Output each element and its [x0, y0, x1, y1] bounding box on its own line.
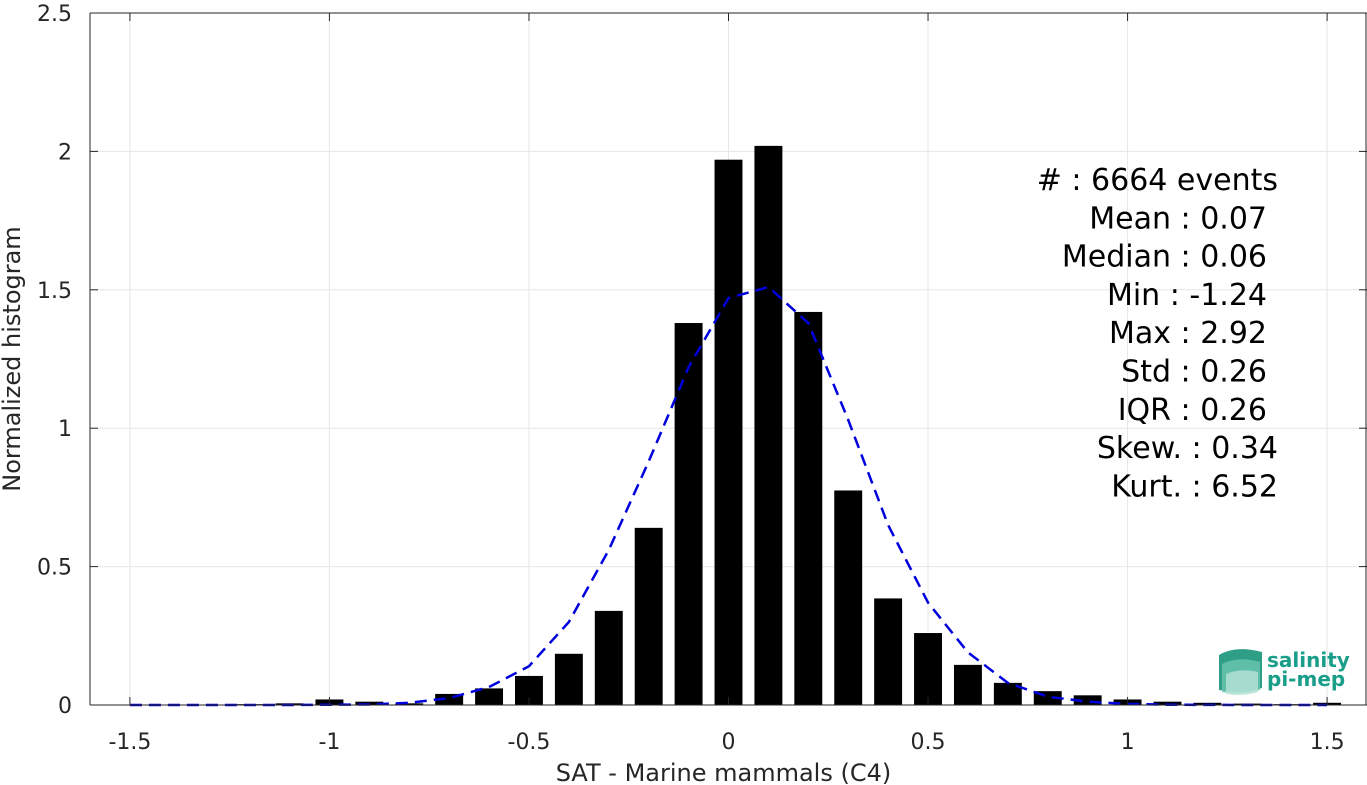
logo-text-pi-mep: pi-mep: [1267, 667, 1345, 691]
fit-curve-group: [129, 285, 1328, 707]
y-axis-ticks: 0 0.5 1 1.5 2 2.5: [37, 2, 1367, 719]
y-tick-label: 2: [58, 140, 72, 165]
x-tick-label: -1: [318, 730, 340, 755]
histogram-bar: [674, 323, 703, 705]
stat-line: Std : 0.26: [1121, 355, 1267, 390]
y-tick-label: 2.5: [37, 2, 72, 27]
y-tick-label: 0.5: [37, 556, 72, 581]
histogram-bar: [1073, 695, 1102, 705]
histogram-bar: [475, 688, 504, 705]
x-tick-label: -0.5: [508, 730, 551, 755]
histogram-bar: [754, 145, 783, 705]
stat-line: IQR : 0.26: [1118, 393, 1267, 428]
x-tick-label: -1.5: [108, 730, 151, 755]
stat-line: Mean : 0.07: [1089, 201, 1267, 236]
stat-line: Max : 2.92: [1109, 316, 1267, 351]
stat-line: Skew. : 0.34: [1097, 431, 1278, 466]
logo-wave-icon: [1219, 649, 1262, 696]
x-tick-label: 0.5: [911, 730, 946, 755]
y-tick-label: 1: [58, 417, 72, 442]
histogram-bar: [714, 159, 743, 706]
histogram-bar: [395, 703, 424, 705]
histogram-bar: [953, 664, 982, 705]
histogram-bar: [914, 633, 942, 705]
histogram-bar: [993, 682, 1022, 705]
x-tick-label: 1: [1121, 730, 1135, 755]
stat-line: # : 6664 events: [1037, 163, 1278, 198]
histogram-bar: [435, 693, 464, 705]
x-tick-label: 1.5: [1310, 730, 1345, 755]
histogram-bar: [1153, 701, 1182, 705]
histogram-bar: [634, 527, 663, 705]
y-tick-label: 1.5: [37, 279, 72, 304]
histogram-bar: [874, 598, 903, 705]
salinity-pi-mep-logo: salinity pi-mep: [1219, 648, 1350, 696]
y-axis-label: Normalized histogram: [0, 226, 26, 491]
histogram-bar: [834, 490, 863, 705]
y-tick-label: 0: [58, 694, 72, 719]
stat-line: Kurt. : 6.52: [1111, 469, 1278, 504]
x-axis-label: SAT - Marine mammals (C4): [556, 759, 891, 785]
stat-line: Min : -1.24: [1107, 278, 1267, 313]
stat-line: Median : 0.06: [1062, 240, 1267, 275]
histogram-bar: [554, 653, 583, 705]
fit-curve: [129, 285, 1328, 707]
x-axis-ticks: -1.5 -1 -0.5 0 0.5 1 1.5: [108, 13, 1345, 755]
logo-text-salinity: salinity: [1267, 648, 1350, 672]
x-tick-label: 0: [722, 730, 736, 755]
histogram-bar: [594, 610, 623, 705]
histogram-bar: [794, 311, 823, 705]
